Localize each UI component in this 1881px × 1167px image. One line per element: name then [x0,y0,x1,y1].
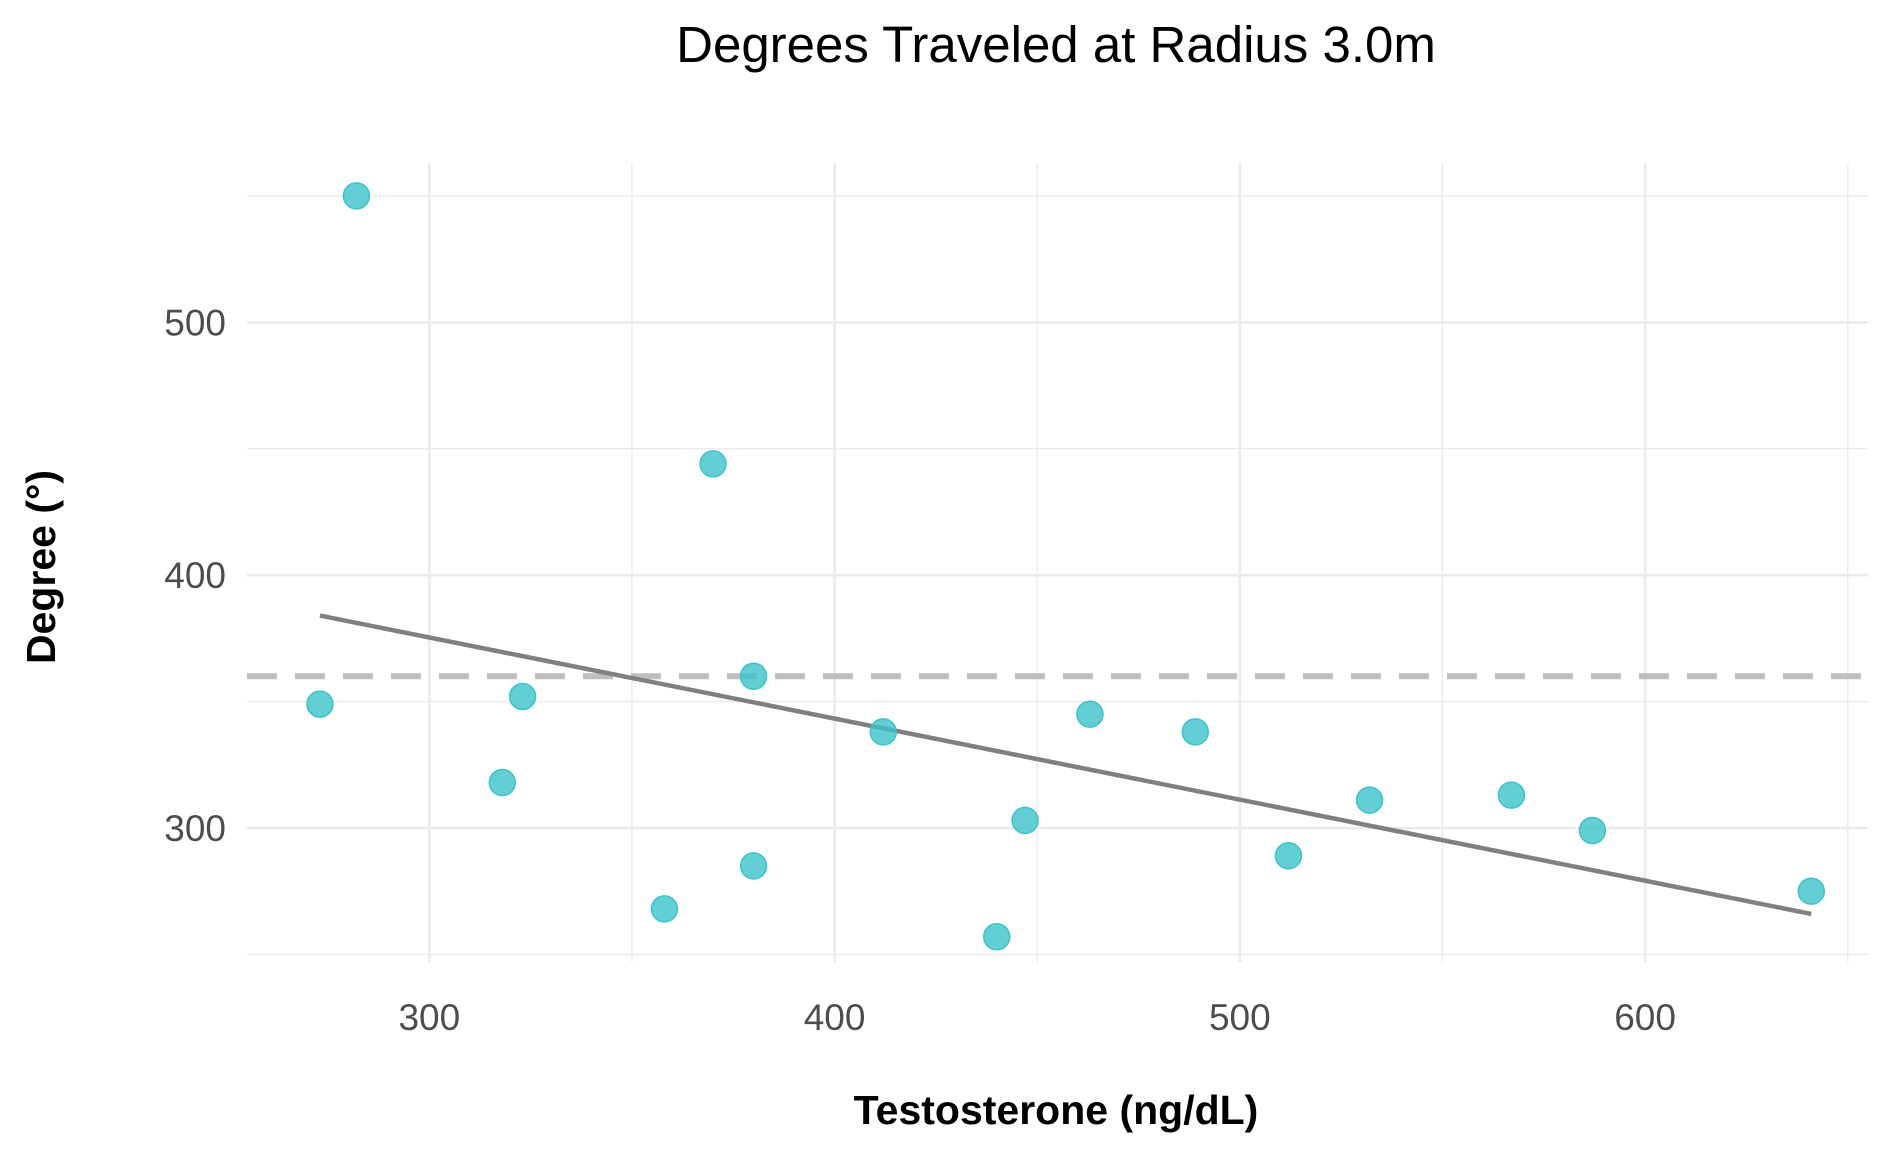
data-point [982,922,1011,951]
data-point [739,662,768,691]
data-point [1497,781,1526,809]
data-point [306,690,334,718]
data-point [1797,877,1826,905]
y-tick-label: 500 [164,302,226,343]
data-point [1578,816,1607,845]
data-point [1274,842,1303,870]
data-point [1355,786,1384,814]
y-tick-label: 300 [164,808,226,849]
y-axis-title: Degree (°) [18,470,64,664]
x-tick-label: 500 [1209,997,1271,1038]
x-tick-label: 400 [804,997,866,1038]
tick-labels: 300 400 500 600 300 400 500 [164,302,1676,1038]
data-point [342,182,371,210]
x-axis-title: Testosterone (ng/dL) [854,1087,1259,1133]
data-point [488,768,517,797]
data-points [306,182,1826,951]
data-point [1076,700,1104,728]
data-point [1181,718,1210,746]
gridlines [247,163,1868,962]
x-tick-label: 300 [398,997,460,1038]
x-tick-label: 600 [1614,997,1676,1038]
data-point [1011,806,1039,835]
data-point [508,682,537,711]
regression-line-layer [319,613,1812,917]
data-point [869,718,897,746]
data-point [650,895,679,923]
chart-title: Degrees Traveled at Radius 3.0m [676,16,1436,73]
data-point [739,852,768,880]
data-point [699,450,727,478]
y-tick-label: 400 [164,555,226,596]
regression-line [319,613,1812,917]
